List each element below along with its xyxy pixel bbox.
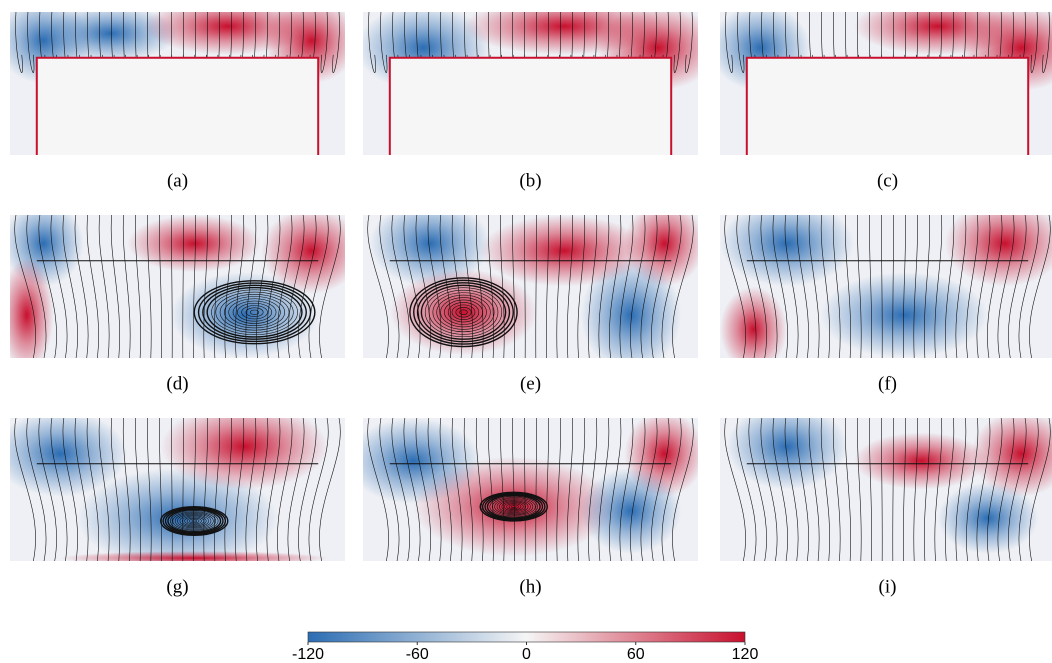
colorbar — [308, 632, 745, 642]
flow-panel — [0, 404, 345, 568]
flow-panel — [720, 201, 1052, 373]
vorticity-blob — [480, 215, 648, 287]
vorticity-blob — [464, 0, 665, 55]
panel-label: (g) — [166, 576, 188, 597]
panel-label: (c) — [877, 170, 898, 191]
panel-label: (d) — [166, 373, 188, 394]
panel-label: (e) — [520, 373, 541, 394]
colorbar-tick-label: 120 — [732, 646, 759, 663]
vorticity-blob — [854, 432, 988, 489]
flow-panel — [710, 0, 1052, 158]
flow-panel — [346, 411, 704, 561]
vorticity-blob — [581, 468, 682, 554]
colorbar-tick-label: -120 — [292, 646, 324, 663]
vorticity-blob — [144, 0, 312, 55]
cavity — [37, 58, 318, 158]
panel-label: (h) — [519, 576, 541, 597]
flow-panel — [0, 201, 362, 373]
vorticity-blob — [854, 0, 1022, 55]
panel-label: (a) — [167, 170, 188, 191]
panel-label: (i) — [879, 576, 897, 597]
flow-panel — [720, 404, 1052, 561]
vorticity-blob — [0, 258, 54, 372]
figure: (a) (b) (c) (d) (e) (f) (g) (h) (i) -120 -60 0 60 120 — [0, 0, 1052, 663]
vorticity-blob — [60, 551, 328, 565]
colorbar-tick-label: -60 — [406, 646, 429, 663]
flow-panel — [356, 0, 718, 158]
panel-label: (b) — [519, 170, 541, 191]
flow-panel — [363, 201, 705, 373]
vorticity-blob — [346, 418, 480, 504]
vorticity-blob — [938, 482, 1039, 554]
cavity — [747, 58, 1028, 158]
flow-panel — [0, 0, 358, 158]
colorbar-tick-label: 60 — [627, 646, 645, 663]
panel-label: (f) — [878, 373, 897, 394]
cavity — [390, 58, 671, 158]
colorbar-tick-label: 0 — [522, 646, 531, 663]
